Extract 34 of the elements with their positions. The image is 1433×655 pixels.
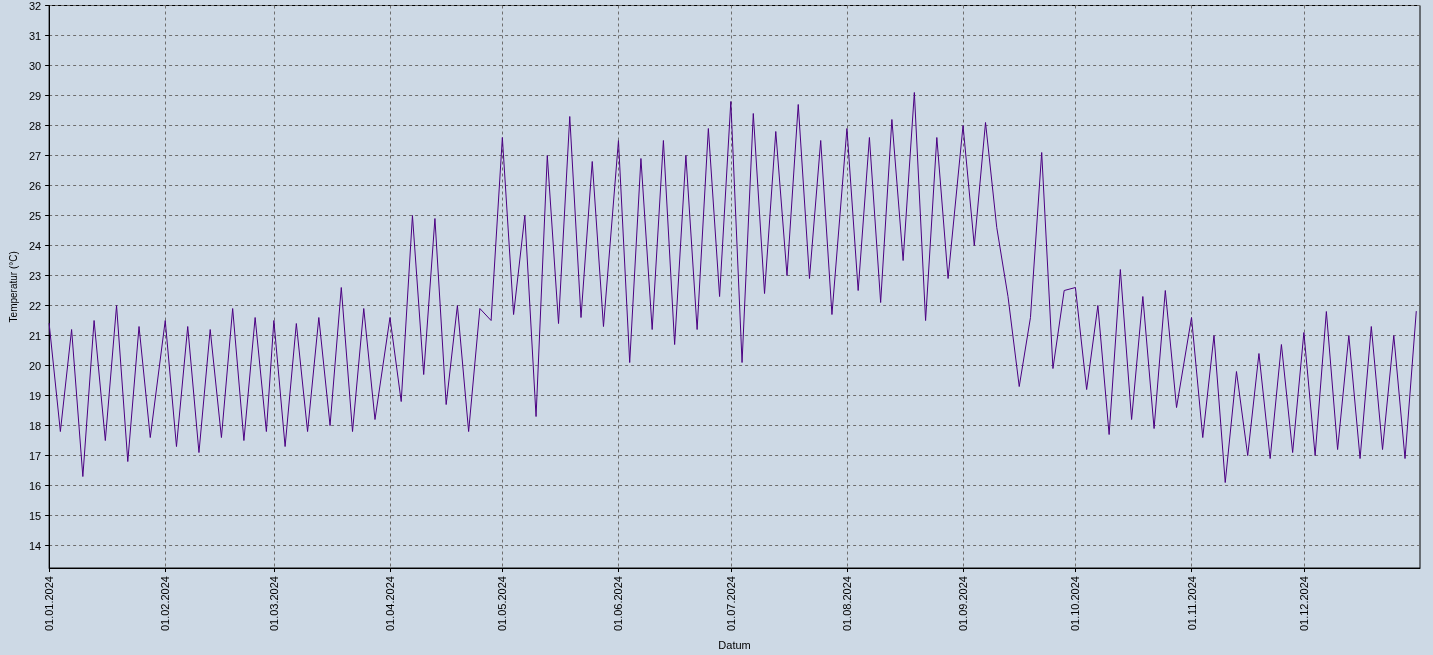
y-tick-label: 31	[28, 29, 42, 42]
y-tick-label: 21	[28, 329, 42, 342]
y-tick-label: 17	[28, 449, 42, 462]
y-tick-label: 18	[28, 419, 42, 432]
y-tick-label: 16	[28, 479, 42, 492]
x-tick-label: 01.12.2024	[1297, 576, 1310, 632]
x-tick-label: 01.07.2024	[724, 576, 737, 632]
y-tick-label: 19	[28, 389, 42, 402]
x-tick-label: 01.04.2024	[383, 576, 396, 632]
x-tick-label: 01.03.2024	[267, 576, 280, 632]
x-tick-label: 01.02.2024	[159, 576, 172, 632]
x-axis-title: Datum	[718, 638, 751, 651]
y-tick-label: 22	[28, 299, 42, 312]
x-tick-label: 01.09.2024	[957, 576, 970, 632]
x-tick-label: 01.01.2024	[43, 576, 56, 632]
x-tick-label: 01.06.2024	[612, 576, 625, 632]
y-tick-label: 25	[28, 209, 42, 222]
y-tick-label: 24	[28, 239, 42, 252]
y-tick-label: 26	[28, 179, 42, 192]
y-tick-label: 27	[28, 149, 42, 162]
x-tick-label: 01.11.2024	[1185, 576, 1198, 631]
x-tick-label: 01.10.2024	[1069, 576, 1082, 632]
y-tick-label: 30	[28, 59, 42, 72]
y-tick-label: 32	[28, 0, 42, 12]
line-series	[48, 92, 1417, 484]
y-axis-title: Temperatur (°C)	[7, 251, 19, 323]
y-tick-label: 23	[28, 269, 42, 282]
y-tick-label: 20	[28, 359, 42, 372]
y-tick-label: 15	[28, 509, 42, 522]
y-tick-label: 14	[28, 539, 42, 552]
x-tick-label: 01.05.2024	[496, 576, 509, 632]
y-tick-label: 28	[28, 119, 42, 132]
x-tick-label: 01.08.2024	[840, 576, 853, 632]
y-tick-label: 29	[28, 89, 42, 102]
